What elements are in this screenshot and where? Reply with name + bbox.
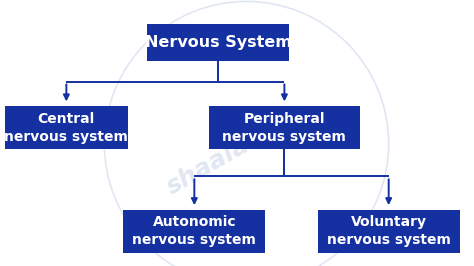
FancyBboxPatch shape — [209, 106, 360, 149]
Text: Voluntary
nervous system: Voluntary nervous system — [327, 215, 451, 247]
FancyBboxPatch shape — [123, 210, 265, 253]
Text: Nervous System: Nervous System — [145, 35, 292, 50]
Text: Autonomic
nervous system: Autonomic nervous system — [132, 215, 256, 247]
FancyBboxPatch shape — [5, 106, 128, 149]
Text: Central
nervous system: Central nervous system — [4, 112, 128, 144]
FancyBboxPatch shape — [318, 210, 460, 253]
FancyBboxPatch shape — [147, 24, 289, 61]
Text: Peripheral
nervous system: Peripheral nervous system — [222, 112, 346, 144]
Text: shaala.com: shaala.com — [162, 99, 312, 199]
